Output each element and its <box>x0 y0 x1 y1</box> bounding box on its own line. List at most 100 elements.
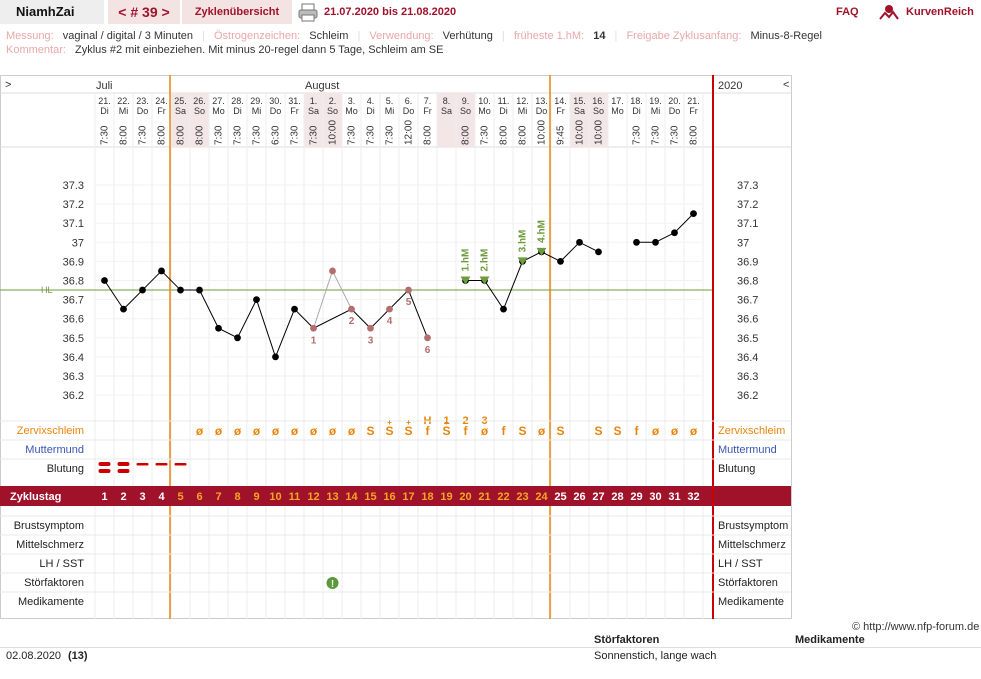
comment-value: Zyklus #2 mit einbeziehen. Mit minus 20-… <box>74 44 444 56</box>
day-date: 23. <box>136 96 149 106</box>
temperature-point <box>120 305 127 313</box>
coverline-label: HL <box>41 285 53 295</box>
y-tick-label-left: 37.2 <box>63 199 84 211</box>
row-label-muttermund-right: Muttermund <box>718 444 777 456</box>
day-weekday: Mo <box>478 106 491 116</box>
cycle-day-number: 18 <box>421 491 433 503</box>
day-time: 12:00 <box>404 120 415 145</box>
day-weekday: Mi <box>518 106 528 116</box>
copyright[interactable]: © http://www.nfp-forum.de <box>852 621 980 633</box>
day-time: 10:00 <box>594 120 605 145</box>
day-weekday: Mi <box>651 106 661 116</box>
excluded-point-label: 5 <box>406 297 412 308</box>
day-date: 19. <box>649 96 662 106</box>
print-icon[interactable] <box>297 2 319 22</box>
cycle-day-number: 1 <box>101 491 107 503</box>
day-weekday: Fr <box>423 106 432 116</box>
nav-right-arrow[interactable]: < <box>783 79 789 91</box>
chart-frame <box>0 75 792 619</box>
temperature-point <box>329 267 336 275</box>
cervix-symbol: S <box>366 424 374 438</box>
disturbance-icon <box>326 577 339 589</box>
faq-link[interactable]: FAQ <box>836 6 859 18</box>
high-measurement-marker <box>460 276 471 285</box>
cervix-symbol: ø <box>481 424 489 438</box>
y-tick-label-left: 36.8 <box>63 276 84 288</box>
day-weekday: Di <box>499 106 508 116</box>
day-date: 4. <box>367 96 375 106</box>
cervix-symbol: S <box>385 424 393 438</box>
day-date: 28. <box>231 96 244 106</box>
cervix-symbol: S <box>404 424 412 438</box>
cycle-day-number: 14 <box>345 491 358 503</box>
cervix-symbol: ø <box>215 424 223 438</box>
cervix-symbol: S <box>556 424 564 438</box>
temperature-point <box>367 324 374 332</box>
day-weekday: Do <box>270 106 282 116</box>
nav-left-arrow[interactable]: > <box>5 79 11 91</box>
cervix-symbol: ø <box>348 424 356 438</box>
user-name[interactable]: NiamhZai <box>0 0 104 24</box>
y-tick-label-left: 36.9 <box>63 256 84 268</box>
info-line: Messung: vaginal / digital / 3 Minuten |… <box>6 30 828 42</box>
cervix-plus: + <box>444 418 449 427</box>
day-date: 7. <box>424 96 432 106</box>
cycle-navigation[interactable]: < # 39 > <box>108 0 180 24</box>
cycle-day-number: 11 <box>289 491 301 503</box>
day-weekday: So <box>460 106 471 116</box>
cervix-symbol: ø <box>329 424 337 438</box>
day-time: 7:30 <box>138 125 149 145</box>
y-tick-label-right: 36.5 <box>737 333 758 345</box>
bleeding-mark-light <box>136 463 149 466</box>
day-date: 20. <box>668 96 681 106</box>
measurement-label: Messung: <box>6 30 54 42</box>
excluded-point-label: 2 <box>349 316 355 327</box>
day-time: 8:00 <box>461 125 472 145</box>
day-time: 10:00 <box>537 120 548 145</box>
day-time: 10:00 <box>328 120 339 145</box>
cervix-symbol: ø <box>291 424 299 438</box>
cycle-day-number: 7 <box>215 491 221 503</box>
cycle-day-number: 10 <box>269 491 281 503</box>
day-time: 7:30 <box>252 125 263 145</box>
day-weekday: So <box>327 106 338 116</box>
day-date: 26. <box>193 96 206 106</box>
temperature-point <box>424 334 431 342</box>
overview-link[interactable]: Zyklenübersicht <box>182 0 292 24</box>
weekend-bg <box>323 93 342 147</box>
day-time: 10:00 <box>575 120 586 145</box>
day-weekday: Sa <box>175 106 186 116</box>
cycle-day-number: 27 <box>592 491 604 503</box>
day-date: 9. <box>462 96 470 106</box>
temperature-point <box>101 277 108 284</box>
month-label: Juli <box>96 80 113 92</box>
day-time: 7:30 <box>233 125 244 145</box>
day-date: 21. <box>98 96 111 106</box>
cycle-day-number: 25 <box>554 491 566 503</box>
excluded-point-label: 6 <box>425 345 431 356</box>
day-date: 5. <box>386 96 394 106</box>
day-date: 8. <box>443 96 451 106</box>
separator: | <box>202 30 205 42</box>
cervix-symbol: S <box>442 424 450 438</box>
day-weekday: Di <box>100 106 109 116</box>
high-measurement-label: 3.hM <box>518 230 529 253</box>
day-date: 22. <box>117 96 130 106</box>
day-date: 21. <box>687 96 700 106</box>
cycle-day-number: 17 <box>402 491 414 503</box>
cycle-day-number: 29 <box>630 491 642 503</box>
row-label-lh: LH / SST <box>39 558 84 570</box>
cycle-day-number: 3 <box>139 491 145 503</box>
day-weekday: Do <box>669 106 681 116</box>
cervix-symbol: ø <box>272 424 280 438</box>
brand-logo-icon[interactable] <box>878 2 900 22</box>
day-weekday: So <box>194 106 205 116</box>
brand-link[interactable]: KurvenReich <box>906 6 974 18</box>
month-label: August <box>305 80 339 92</box>
temperature-point <box>310 324 317 332</box>
day-time: 7:30 <box>347 125 358 145</box>
estrogen-label: Östrogenzeichen: <box>214 30 301 42</box>
day-date: 17. <box>611 96 624 106</box>
y-tick-label-right: 36.7 <box>737 295 758 307</box>
